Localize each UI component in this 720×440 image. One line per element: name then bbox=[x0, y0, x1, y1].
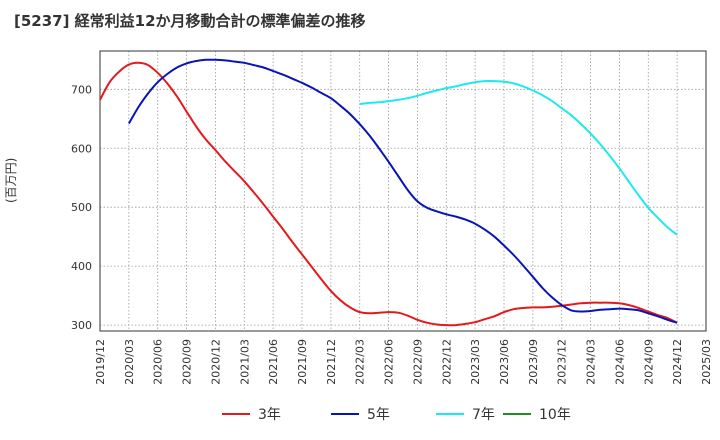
x-tick-label: 2021/06 bbox=[267, 339, 280, 385]
x-tick-label: 2023/03 bbox=[469, 339, 482, 385]
series-line-0 bbox=[99, 61, 678, 327]
x-tick-label: 2020/12 bbox=[209, 339, 222, 385]
x-tick-label: 2020/06 bbox=[152, 339, 165, 385]
plot-border bbox=[99, 50, 707, 332]
x-tick-label: 2022/03 bbox=[354, 339, 367, 385]
x-tick-label: 2024/12 bbox=[671, 339, 684, 385]
y-tick-label: 300 bbox=[71, 319, 92, 332]
x-tick-label: 2022/09 bbox=[411, 339, 424, 385]
x-tick-label: 2024/09 bbox=[642, 339, 655, 385]
x-tick-label: 2022/12 bbox=[440, 339, 453, 385]
y-tick-label: 400 bbox=[71, 260, 92, 273]
legend-label: 5年 bbox=[367, 407, 390, 423]
plot-area bbox=[100, 51, 706, 331]
chart-title: [5237] 経常利益12か月移動合計の標準偏差の推移 bbox=[14, 12, 366, 30]
x-tick-label: 2024/03 bbox=[585, 339, 598, 385]
x-tick-label: 2023/12 bbox=[556, 339, 569, 385]
x-tick-label: 2024/06 bbox=[613, 339, 626, 385]
series-line-1 bbox=[128, 58, 678, 324]
x-tick-label: 2021/09 bbox=[296, 339, 309, 385]
legend-label: 3年 bbox=[258, 407, 281, 423]
x-tick-label: 2023/09 bbox=[527, 339, 540, 385]
x-tick-label: 2021/12 bbox=[325, 339, 338, 385]
x-tick-label: 2019/12 bbox=[94, 339, 107, 385]
x-tick-label: 2023/06 bbox=[498, 339, 511, 385]
x-tick-label: 2020/03 bbox=[123, 339, 136, 385]
y-tick-label: 700 bbox=[71, 83, 92, 96]
x-tick-label: 2020/09 bbox=[181, 339, 194, 385]
x-tick-label: 2025/03 bbox=[700, 339, 713, 385]
series-line-2 bbox=[359, 79, 678, 236]
y-tick-label: 600 bbox=[71, 142, 92, 155]
x-tick-label: 2021/03 bbox=[238, 339, 251, 385]
legend-label: 7年 bbox=[472, 407, 495, 423]
y-tick-label: 500 bbox=[71, 201, 92, 214]
legend-label: 10年 bbox=[539, 407, 571, 423]
x-tick-label: 2022/06 bbox=[383, 339, 396, 385]
